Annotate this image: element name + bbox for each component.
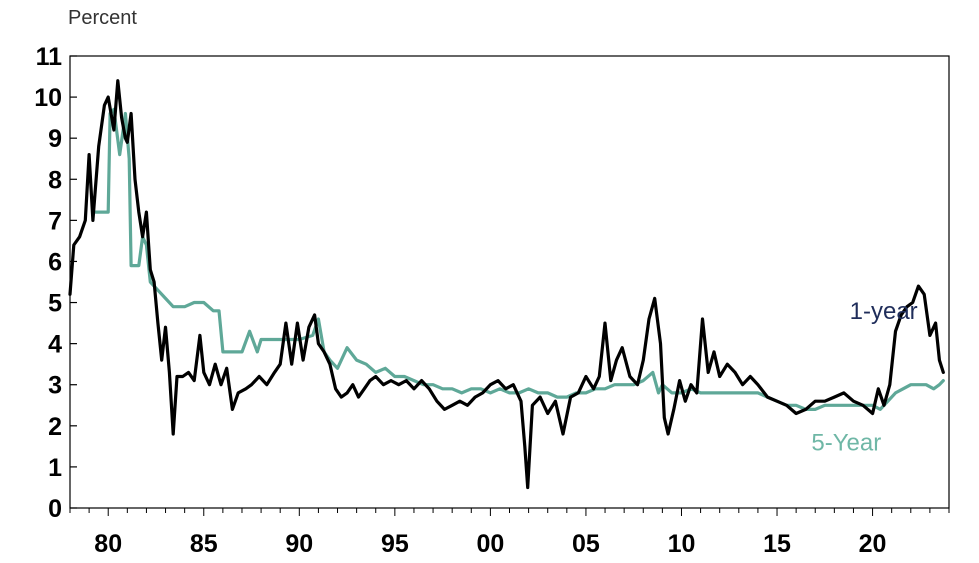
- series-group: [68, 79, 945, 490]
- x-tick-label: 85: [190, 530, 218, 558]
- series-line-1-year: [68, 79, 945, 490]
- x-tick-label: 15: [763, 530, 791, 558]
- x-tick-label: 10: [668, 530, 696, 558]
- x-tick-label: 05: [572, 530, 600, 558]
- y-tick-label: 6: [48, 248, 62, 276]
- series-label-5-year: 5-Year: [811, 429, 881, 456]
- axes: 0 1 2 3 4 5 6 7 8 9 10 11 80 85 90 95 00 05 10 15 20: [34, 43, 950, 558]
- x-tick-label: 00: [476, 530, 504, 558]
- y-tick-label: 0: [48, 495, 62, 523]
- y-tick-label: 11: [36, 43, 63, 71]
- x-tick-label: 80: [94, 530, 122, 558]
- annotation-group: 1-year 5-Year: [811, 298, 917, 456]
- y-tick-label: 3: [48, 372, 62, 400]
- series-line-5-year: [91, 107, 945, 411]
- x-tick-label: 95: [381, 530, 409, 558]
- y-tick-label: 5: [48, 290, 62, 318]
- x-tick-label: 20: [859, 530, 887, 558]
- y-tick-label: 4: [48, 331, 62, 359]
- y-tick-label: 8: [48, 166, 62, 194]
- x-tick-label: 90: [285, 530, 313, 558]
- y-tick-label: 10: [34, 84, 62, 112]
- y-tick-label: 7: [48, 207, 62, 235]
- y-tick-label: 2: [48, 413, 62, 441]
- y-tick-label: 1: [48, 454, 62, 482]
- units-label: Percent: [68, 7, 137, 29]
- y-tick-label: 9: [48, 125, 62, 153]
- series-label-1-year: 1-year: [850, 298, 918, 325]
